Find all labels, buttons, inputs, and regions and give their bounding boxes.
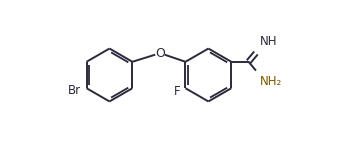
Text: F: F [174,85,181,98]
Text: Br: Br [68,84,81,97]
Text: NH: NH [260,35,278,48]
Text: NH₂: NH₂ [260,75,283,88]
Text: O: O [155,47,165,60]
